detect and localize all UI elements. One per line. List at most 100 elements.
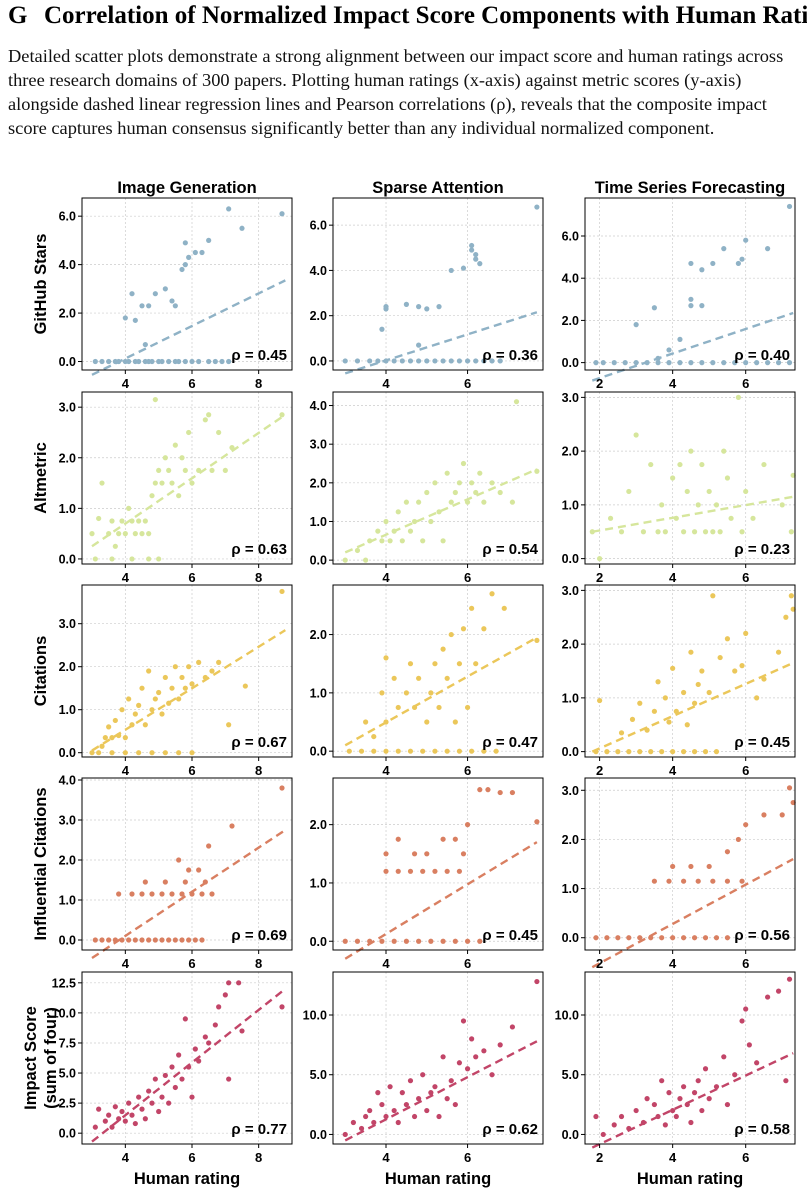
data-point [721,360,727,366]
data-point [146,303,152,309]
data-point [464,704,471,711]
data-point [695,878,701,884]
panel-frame [332,391,544,565]
data-point [346,748,352,754]
data-point [350,1119,356,1126]
data-point [761,676,767,682]
x-tick-label: 6 [464,570,471,585]
y-tick-label: 2.0 [59,307,76,321]
data-point [424,358,430,364]
x-tick-label: 6 [742,570,749,585]
y-tick-label: 2.0 [310,476,327,490]
correlation-label: ρ = 0.69 [231,927,287,944]
data-point [122,1118,128,1124]
data-point [156,689,162,696]
data-point [239,225,245,231]
data-point [688,1119,694,1126]
data-point [706,689,712,696]
data-point [202,417,208,423]
data-point [732,360,738,366]
data-point [440,1054,446,1060]
data-point [136,358,142,365]
data-point [371,733,377,740]
y-tick-label: 10.0 [555,1009,579,1023]
data-point [699,1107,705,1114]
y-tick-label: 3.0 [59,814,76,828]
data-point [534,819,540,825]
data-point [534,978,540,985]
data-point [790,472,796,478]
data-point [732,1072,738,1078]
data-point [713,749,720,755]
data-point [279,1004,285,1010]
data-point [179,266,185,273]
regression-line [91,629,286,752]
data-point [176,857,182,863]
data-point [129,291,135,297]
data-point [440,538,446,544]
data-point [199,249,205,256]
data-point [186,664,192,670]
data-point [666,347,672,353]
column-title: Image Generation [117,179,256,197]
data-point [622,360,628,366]
data-point [448,631,454,638]
data-point [416,358,422,364]
data-point [651,708,657,714]
data-point [448,358,454,364]
data-point [126,937,132,943]
x-tick-label: 8 [255,763,262,778]
data-point [179,674,185,681]
data-point [226,980,232,986]
x-axis-label: Human rating [637,1170,743,1188]
data-point [456,748,463,754]
x-tick-label: 2 [596,763,603,778]
data-point [149,707,155,713]
data-point [428,518,434,525]
data-point [607,515,614,521]
data-point [600,360,606,366]
data-point [497,1042,503,1048]
regression-line [592,495,794,533]
data-point [416,938,422,944]
data-point [659,1078,665,1084]
data-point [626,935,632,941]
data-point [242,683,248,689]
y-tick-label: 2.0 [310,309,327,323]
data-point [219,358,225,365]
x-axis-label: Human rating [134,1170,240,1188]
data-point [172,303,178,309]
data-point [182,262,188,268]
data-point [481,499,487,505]
data-point [497,789,503,796]
data-point [391,358,397,364]
scatter-panel: 4 6 0.0 1.0 2.0 ρ = 0.47 [310,584,544,778]
y-tick-label: 1.0 [310,876,327,890]
data-point [432,480,438,486]
data-point [407,1078,414,1084]
data-point [182,467,188,474]
data-point [149,891,155,897]
data-point [122,750,128,756]
data-point [743,360,749,366]
data-point [651,1101,657,1108]
data-point [473,256,479,262]
data-point [129,556,135,562]
x-tick-label: 6 [188,570,195,585]
data-point [403,499,409,505]
row-label: Altmetric [32,442,50,514]
data-point [354,358,361,364]
row-label-line: (sum of four) [42,1007,60,1109]
data-point [699,668,705,674]
data-point [126,505,132,511]
data-point [440,938,446,944]
data-point [497,489,503,496]
data-point [416,675,422,681]
data-point [754,1060,760,1066]
data-point [428,690,434,696]
data-point [779,502,785,508]
x-tick-label: 4 [669,763,677,778]
data-point [710,878,716,884]
y-tick-label: 1.0 [59,894,76,908]
data-point [469,605,475,611]
